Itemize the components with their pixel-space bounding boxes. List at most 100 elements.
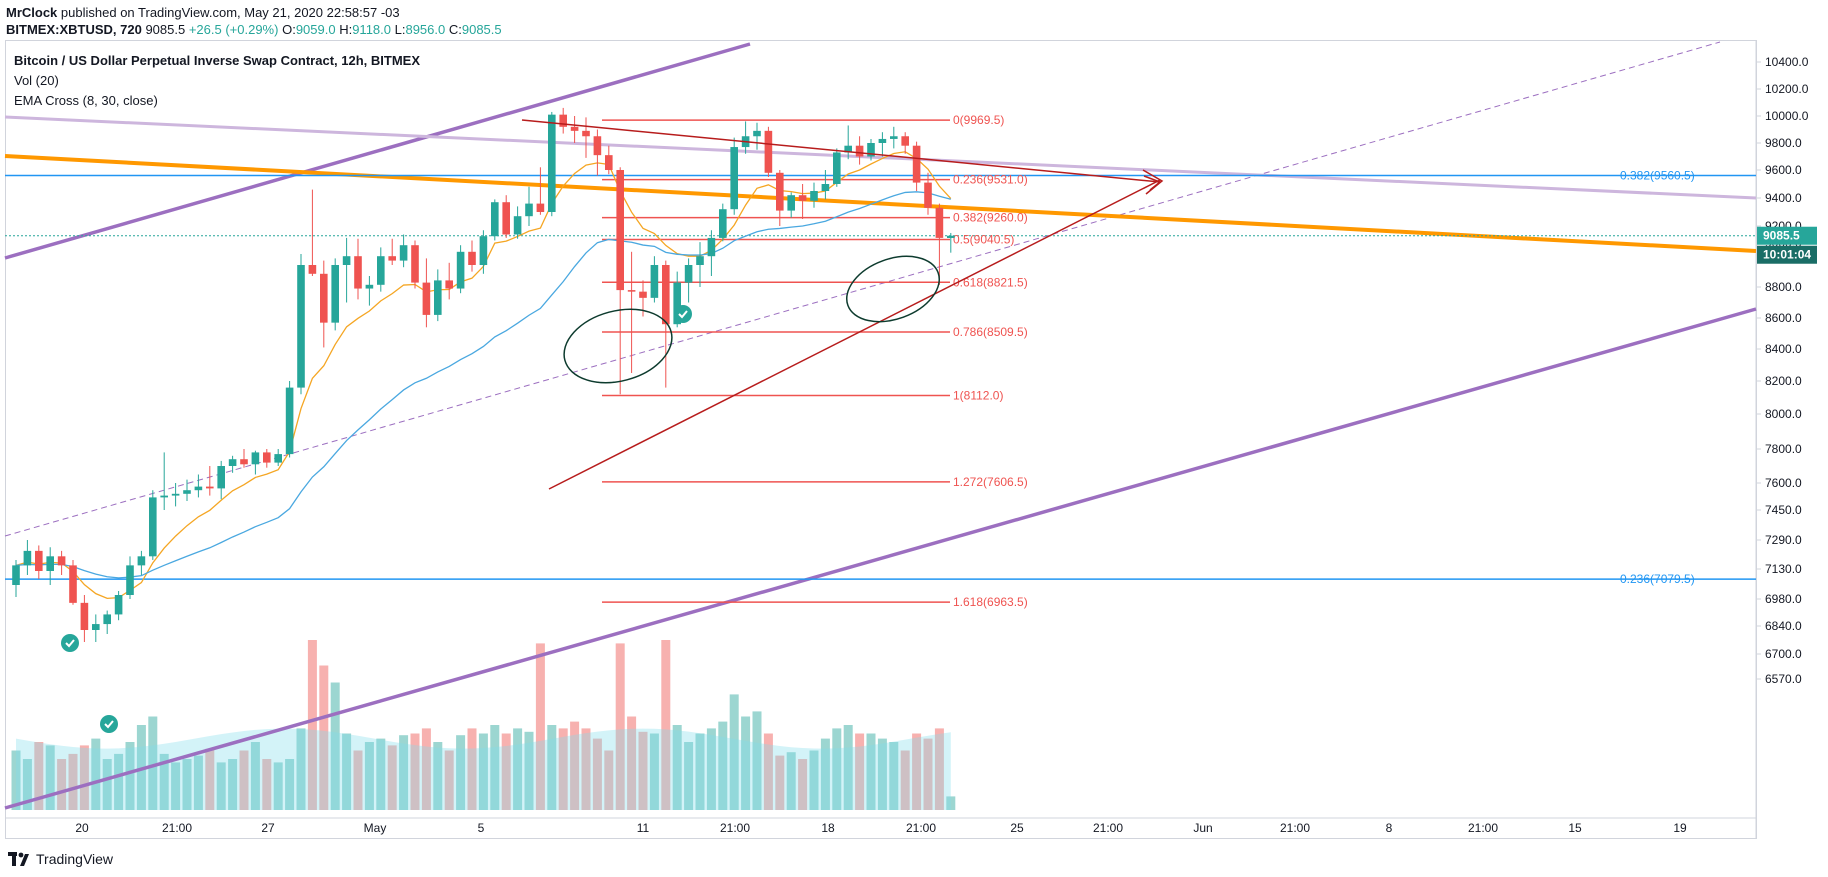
last-price: 9085.5 — [145, 22, 186, 37]
x-tick-label: 21:00 — [1093, 821, 1123, 835]
volume-bar — [478, 733, 488, 810]
x-tick-label: 19 — [1673, 821, 1687, 835]
volume-bar — [410, 733, 420, 810]
x-tick-label: 21:00 — [162, 821, 192, 835]
volume-bar — [809, 750, 819, 810]
candle-body — [696, 256, 704, 265]
volume-bar — [330, 682, 340, 810]
candle-body — [912, 145, 921, 183]
volume-bar — [91, 738, 101, 810]
low-label: L: — [394, 22, 406, 37]
volume-bar — [364, 742, 374, 810]
lilac-resistance-line — [4, 115, 1757, 200]
candle-body — [297, 265, 305, 388]
author-name[interactable]: MrClock — [6, 5, 58, 20]
y-axis-labels: 10400.0 10200.0 10000.0 9800.0 9600.0 9400.0 9… — [1756, 55, 1809, 686]
volume-bar — [273, 762, 283, 810]
candle-body — [92, 624, 100, 630]
volume-bar — [387, 745, 397, 810]
annotation-ellipse — [563, 308, 673, 384]
y-tick-label: 8200.0 — [1765, 374, 1802, 388]
y-tick-label: 8000.0 — [1765, 407, 1802, 421]
volume-bar — [535, 643, 545, 810]
legend-volume[interactable]: Vol (20) — [14, 73, 59, 88]
candle-body — [103, 614, 111, 625]
candle-body — [833, 152, 841, 184]
ema-cross-marker-icon — [61, 634, 79, 652]
x-tick-label: 18 — [821, 821, 835, 835]
y-tick-label: 9400.0 — [1765, 191, 1802, 205]
candle-body — [240, 459, 248, 465]
volume-bar — [68, 753, 78, 810]
volume-bar — [262, 759, 272, 810]
candle-body — [787, 195, 795, 211]
candle-body — [308, 265, 317, 274]
volume-bar — [205, 748, 215, 810]
legend-title: Bitcoin / US Dollar Perpetual Inverse Sw… — [14, 53, 420, 68]
volume-bar — [775, 755, 785, 810]
y-tick-label: 8600.0 — [1765, 311, 1802, 325]
x-tick-label: 21:00 — [906, 821, 936, 835]
x-tick-label: 15 — [1568, 821, 1582, 835]
candle-body — [342, 256, 351, 265]
volume-bar — [182, 759, 192, 810]
y-tick-label: 7130.0 — [1765, 562, 1802, 576]
open-label: O: — [282, 22, 296, 37]
volume-bar — [467, 728, 477, 810]
candle-body — [673, 282, 681, 325]
y-tick-label: 6570.0 — [1765, 672, 1802, 686]
x-axis-labels: 20 21:00 27 May 5 11 21:00 18 21:00 25 21:00 Jun 21:… — [75, 821, 1687, 835]
volume-bar — [228, 759, 238, 810]
volume-bar — [752, 711, 762, 810]
publisher-line: MrClock published on TradingView.com, Ma… — [6, 4, 400, 21]
blue-fib-label: 0.236(7079.5) — [1620, 572, 1695, 586]
candle-body — [137, 556, 146, 566]
volume-bar — [798, 759, 808, 810]
descending-trend-line — [521, 119, 1161, 183]
candle-body — [525, 203, 533, 217]
check-icon — [104, 720, 114, 729]
volume-bar — [79, 745, 89, 810]
candle-body — [274, 454, 282, 463]
volume-bar — [421, 728, 431, 810]
candle-body — [80, 602, 89, 630]
legend-ema-cross[interactable]: EMA Cross (8, 30, close) — [14, 93, 158, 108]
x-tick-label: 20 — [75, 821, 89, 835]
y-tick-label: 10200.0 — [1765, 82, 1809, 96]
volume-bar — [729, 694, 739, 810]
fib-level-label: 1.618(6963.5) — [953, 595, 1028, 609]
candle-body — [707, 237, 716, 257]
fib-level-label: 0.786(8509.5) — [953, 325, 1028, 339]
volume-bar — [296, 728, 306, 810]
y-tick-label: 9600.0 — [1765, 163, 1802, 177]
volume-bar — [843, 725, 853, 810]
y-tick-label: 10000.0 — [1765, 109, 1809, 123]
candle-body — [776, 172, 784, 211]
candle-body — [878, 138, 887, 143]
volume-bar — [45, 745, 55, 810]
volume-bar — [592, 738, 602, 810]
high-label: H: — [339, 22, 353, 37]
symbol-label: BITMEX:XBTUSD, 720 — [6, 22, 142, 37]
candle-body — [69, 565, 77, 603]
x-tick-label: 21:00 — [1468, 821, 1498, 835]
candle-body — [171, 493, 180, 496]
volume-bar — [547, 725, 557, 810]
candle-body — [867, 143, 875, 157]
high-value: 9118.0 — [352, 22, 391, 37]
footer-brand-text[interactable]: TradingView — [36, 851, 114, 867]
volume-bar — [604, 750, 614, 810]
candle-body — [445, 280, 453, 289]
countdown-badge — [1757, 245, 1817, 264]
x-tick-label: May — [364, 821, 387, 835]
volume-bar — [934, 728, 944, 810]
open-value: 9059.0 — [295, 22, 336, 37]
volume-bar — [741, 716, 751, 810]
candle-body — [263, 452, 271, 463]
candle-body — [23, 550, 32, 566]
candle-body — [605, 155, 613, 170]
candles — [12, 107, 955, 642]
volume-bar — [501, 733, 511, 810]
volume-bar — [649, 733, 659, 810]
